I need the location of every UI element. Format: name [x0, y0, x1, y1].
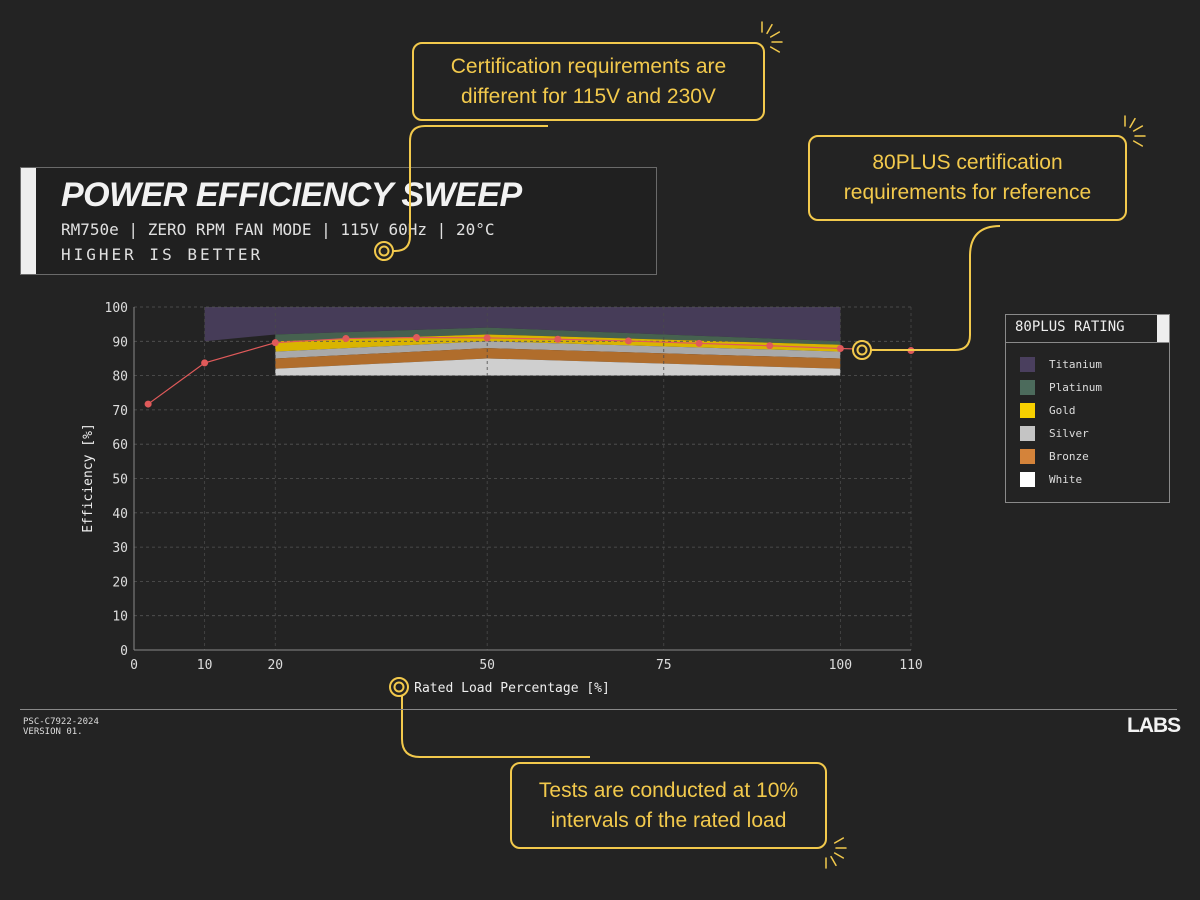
target-icon-inner: [856, 344, 868, 356]
callout-intervals: Tests are conducted at 10% intervals of t…: [510, 762, 827, 849]
callout-text: requirements for reference: [843, 181, 1092, 204]
logo: LABS: [1127, 714, 1181, 737]
y-tick-label: 10: [112, 610, 128, 625]
x-tick-label: 100: [829, 658, 852, 673]
legend-item-white: White: [1020, 471, 1082, 487]
legend-label: White: [1049, 472, 1083, 486]
y-tick-label: 40: [112, 507, 128, 522]
data-point: [836, 345, 844, 353]
sparkle-ray: [830, 855, 837, 867]
legend-label: Titanium: [1049, 357, 1102, 371]
legend-header: 80PLUS RATING: [1006, 315, 1169, 343]
legend-accent: [1157, 315, 1169, 342]
band-silver: [275, 341, 841, 359]
y-tick-label: 20: [112, 575, 128, 590]
title-accent-bar: [21, 168, 36, 274]
x-axis-label: Rated Load Percentage [%]: [414, 681, 610, 696]
target-icon-inner: [393, 681, 405, 693]
legend-item-titanium: Titanium: [1020, 356, 1102, 372]
x-tick-label: 0: [130, 658, 138, 673]
connector-certification: [868, 225, 1001, 351]
version: VERSION 01.: [23, 727, 83, 737]
document-code: PSC-C7922-2024: [23, 717, 99, 727]
legend-item-gold: Gold: [1020, 402, 1076, 418]
callout-text: 80PLUS certification: [872, 151, 1063, 174]
connector-intervals: [401, 692, 590, 758]
legend-item-silver: Silver: [1020, 425, 1089, 441]
swatch: [1020, 471, 1035, 487]
x-tick-label: 10: [197, 658, 213, 673]
sparkle-ray: [1132, 125, 1144, 132]
legend: 80PLUS RATING Titanium Platinum Gold Sil…: [1005, 314, 1170, 503]
legend-label: Silver: [1049, 426, 1089, 440]
legend-title: 80PLUS RATING: [1015, 319, 1125, 335]
band-bronze: [275, 348, 841, 369]
swatch: [1020, 425, 1035, 441]
sparkle-ray: [769, 31, 781, 38]
data-point: [413, 334, 421, 342]
y-tick-label: 60: [112, 438, 128, 453]
y-tick-label: 50: [112, 473, 128, 488]
legend-label: Platinum: [1049, 380, 1102, 394]
callout-text: different for 115V and 230V: [461, 84, 716, 108]
callout-certification: 80PLUS certification requirements for ref…: [808, 135, 1127, 221]
data-point: [766, 342, 774, 350]
swatch: [1020, 356, 1035, 372]
data-point: [624, 337, 632, 345]
target-icon: [389, 677, 409, 697]
footer-code: PSC-C7922-2024 VERSION 01.: [23, 717, 99, 737]
x-tick-label: 50: [479, 658, 495, 673]
y-tick-label: 100: [105, 301, 128, 316]
page-title: POWER EFFICIENCY SWEEP: [61, 176, 522, 214]
callout-text: Tests are conducted at 10%: [538, 778, 799, 802]
efficiency-line: [147, 336, 912, 405]
band-titanium: [204, 307, 841, 342]
legend-item-platinum: Platinum: [1020, 379, 1102, 395]
sparkle-ray: [769, 46, 781, 53]
target-icon: [852, 340, 872, 360]
subtitle: RM750e | ZERO RPM FAN MODE | 115V 60Hz |…: [61, 220, 495, 239]
data-point: [271, 339, 279, 347]
swatch: [1020, 379, 1035, 395]
data-point: [144, 400, 152, 408]
y-tick-label: 80: [112, 370, 128, 385]
y-axis-label: Efficiency [%]: [81, 423, 96, 533]
y-tick-label: 70: [112, 404, 128, 419]
legend-label: Gold: [1049, 403, 1076, 417]
data-point: [201, 359, 209, 367]
y-tick-label: 30: [112, 541, 128, 556]
y-tick-label: 90: [112, 335, 128, 350]
sparkle-ray: [1129, 117, 1136, 129]
x-tick-label: 20: [267, 658, 283, 673]
callout-text: Certification requirements are: [450, 54, 727, 78]
band-white: [275, 358, 841, 376]
swatch: [1020, 448, 1035, 464]
callout-voltage: Certification requirements are different …: [412, 42, 765, 121]
note: HIGHER IS BETTER: [61, 245, 264, 264]
footer-divider: [20, 709, 1177, 710]
sparkle-ray: [833, 837, 845, 844]
legend-item-bronze: Bronze: [1020, 448, 1089, 464]
data-point: [483, 334, 491, 342]
x-tick-label: 75: [656, 658, 672, 673]
callout-text: intervals of the rated load: [550, 808, 787, 832]
data-point: [342, 335, 350, 343]
data-point: [554, 335, 562, 343]
connector-voltage: [388, 125, 548, 252]
sparkle-ray: [833, 852, 845, 859]
legend-label: Bronze: [1049, 449, 1089, 463]
y-tick-label: 0: [120, 644, 128, 659]
target-icon-inner: [378, 245, 390, 257]
sparkle-ray: [766, 23, 773, 35]
data-point: [695, 339, 703, 347]
target-icon: [374, 241, 394, 261]
sparkle-ray: [1132, 140, 1144, 147]
x-tick-label: 110: [899, 658, 922, 673]
swatch: [1020, 402, 1035, 418]
title-panel: POWER EFFICIENCY SWEEP RM750e | ZERO RPM…: [20, 167, 657, 275]
